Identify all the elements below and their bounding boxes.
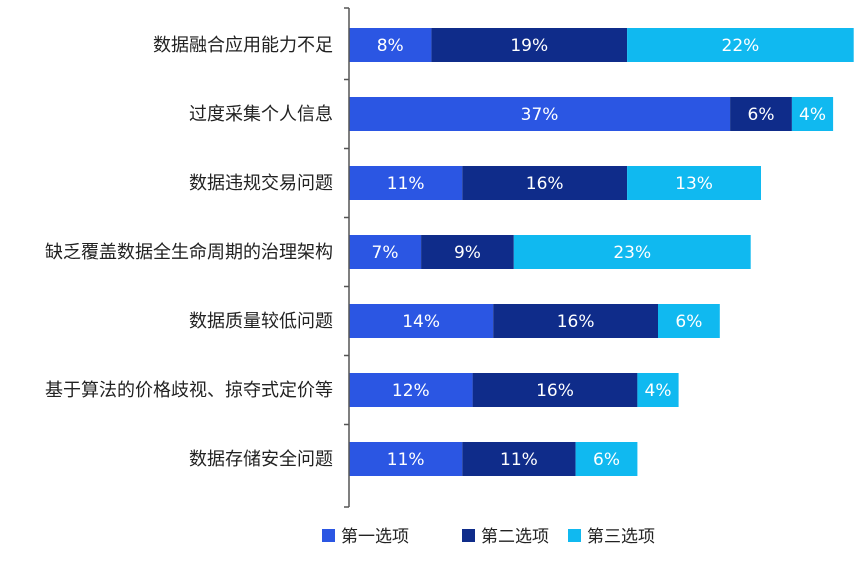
bars: 8% 19% 22% 37% 6% 4% 11% 16% 13% 7% 9% 23% 14% 16% 6% 1… [349,28,854,476]
bar-segment [349,304,494,338]
data-label: 16% [536,381,574,401]
bar-segment [513,235,751,269]
bar-segment [627,166,761,200]
data-label: 6% [593,450,620,470]
bar-segment [349,442,463,476]
bar-segment [493,304,658,338]
legend-swatch [462,529,475,542]
legend-swatch [568,529,581,542]
data-label: 4% [799,105,826,125]
category-label: 过度采集个人信息 [189,104,333,125]
data-label: 19% [510,36,548,56]
category-label: 缺乏覆盖数据全生命周期的治理架构 [45,242,333,263]
bar-segment [349,28,432,62]
bar-segment [349,373,473,407]
category-label: 数据违规交易问题 [189,173,333,194]
data-label: 6% [748,105,775,125]
bar-segment [349,166,463,200]
category-label: 数据融合应用能力不足 [153,35,333,56]
data-label: 11% [387,450,425,470]
legend-label: 第一选项 [341,527,409,547]
data-label: 7% [372,243,399,263]
data-label: 16% [557,312,595,332]
bar-segment [637,373,679,407]
category-label: 数据存储安全问题 [189,449,333,470]
bar-segment [472,373,638,407]
y-axis [344,7,350,508]
data-label: 22% [722,36,760,56]
bar-segment [575,442,638,476]
data-label: 14% [402,312,440,332]
bar-segment [627,28,854,62]
bar-segment [349,235,422,269]
data-label: 8% [377,36,404,56]
legend-swatch [322,529,335,542]
bar-segment [349,97,731,131]
bar-segment [462,442,576,476]
data-label: 11% [500,450,538,470]
data-label: 23% [613,243,651,263]
legend-label: 第二选项 [481,527,549,547]
data-label: 11% [387,174,425,194]
category-labels: 数据融合应用能力不足过度采集个人信息数据违规交易问题缺乏覆盖数据全生命周期的治理… [45,35,333,470]
data-label: 6% [675,312,702,332]
bar-segment [730,97,792,131]
legend: 第一选项 第二选项 第三选项 [322,527,655,547]
category-label: 基于算法的价格歧视、掠夺式定价等 [45,380,333,401]
bar-segment [421,235,514,269]
data-label: 16% [526,174,564,194]
data-label: 13% [675,174,713,194]
data-label: 4% [645,381,672,401]
bar-segment [462,166,628,200]
data-label: 12% [392,381,430,401]
data-label: 37% [521,105,559,125]
legend-label: 第三选项 [587,527,655,547]
category-label: 数据质量较低问题 [189,311,333,332]
bar-segment [658,304,720,338]
bar-segment [431,28,628,62]
bar-segment [791,97,834,131]
data-label: 9% [454,243,481,263]
